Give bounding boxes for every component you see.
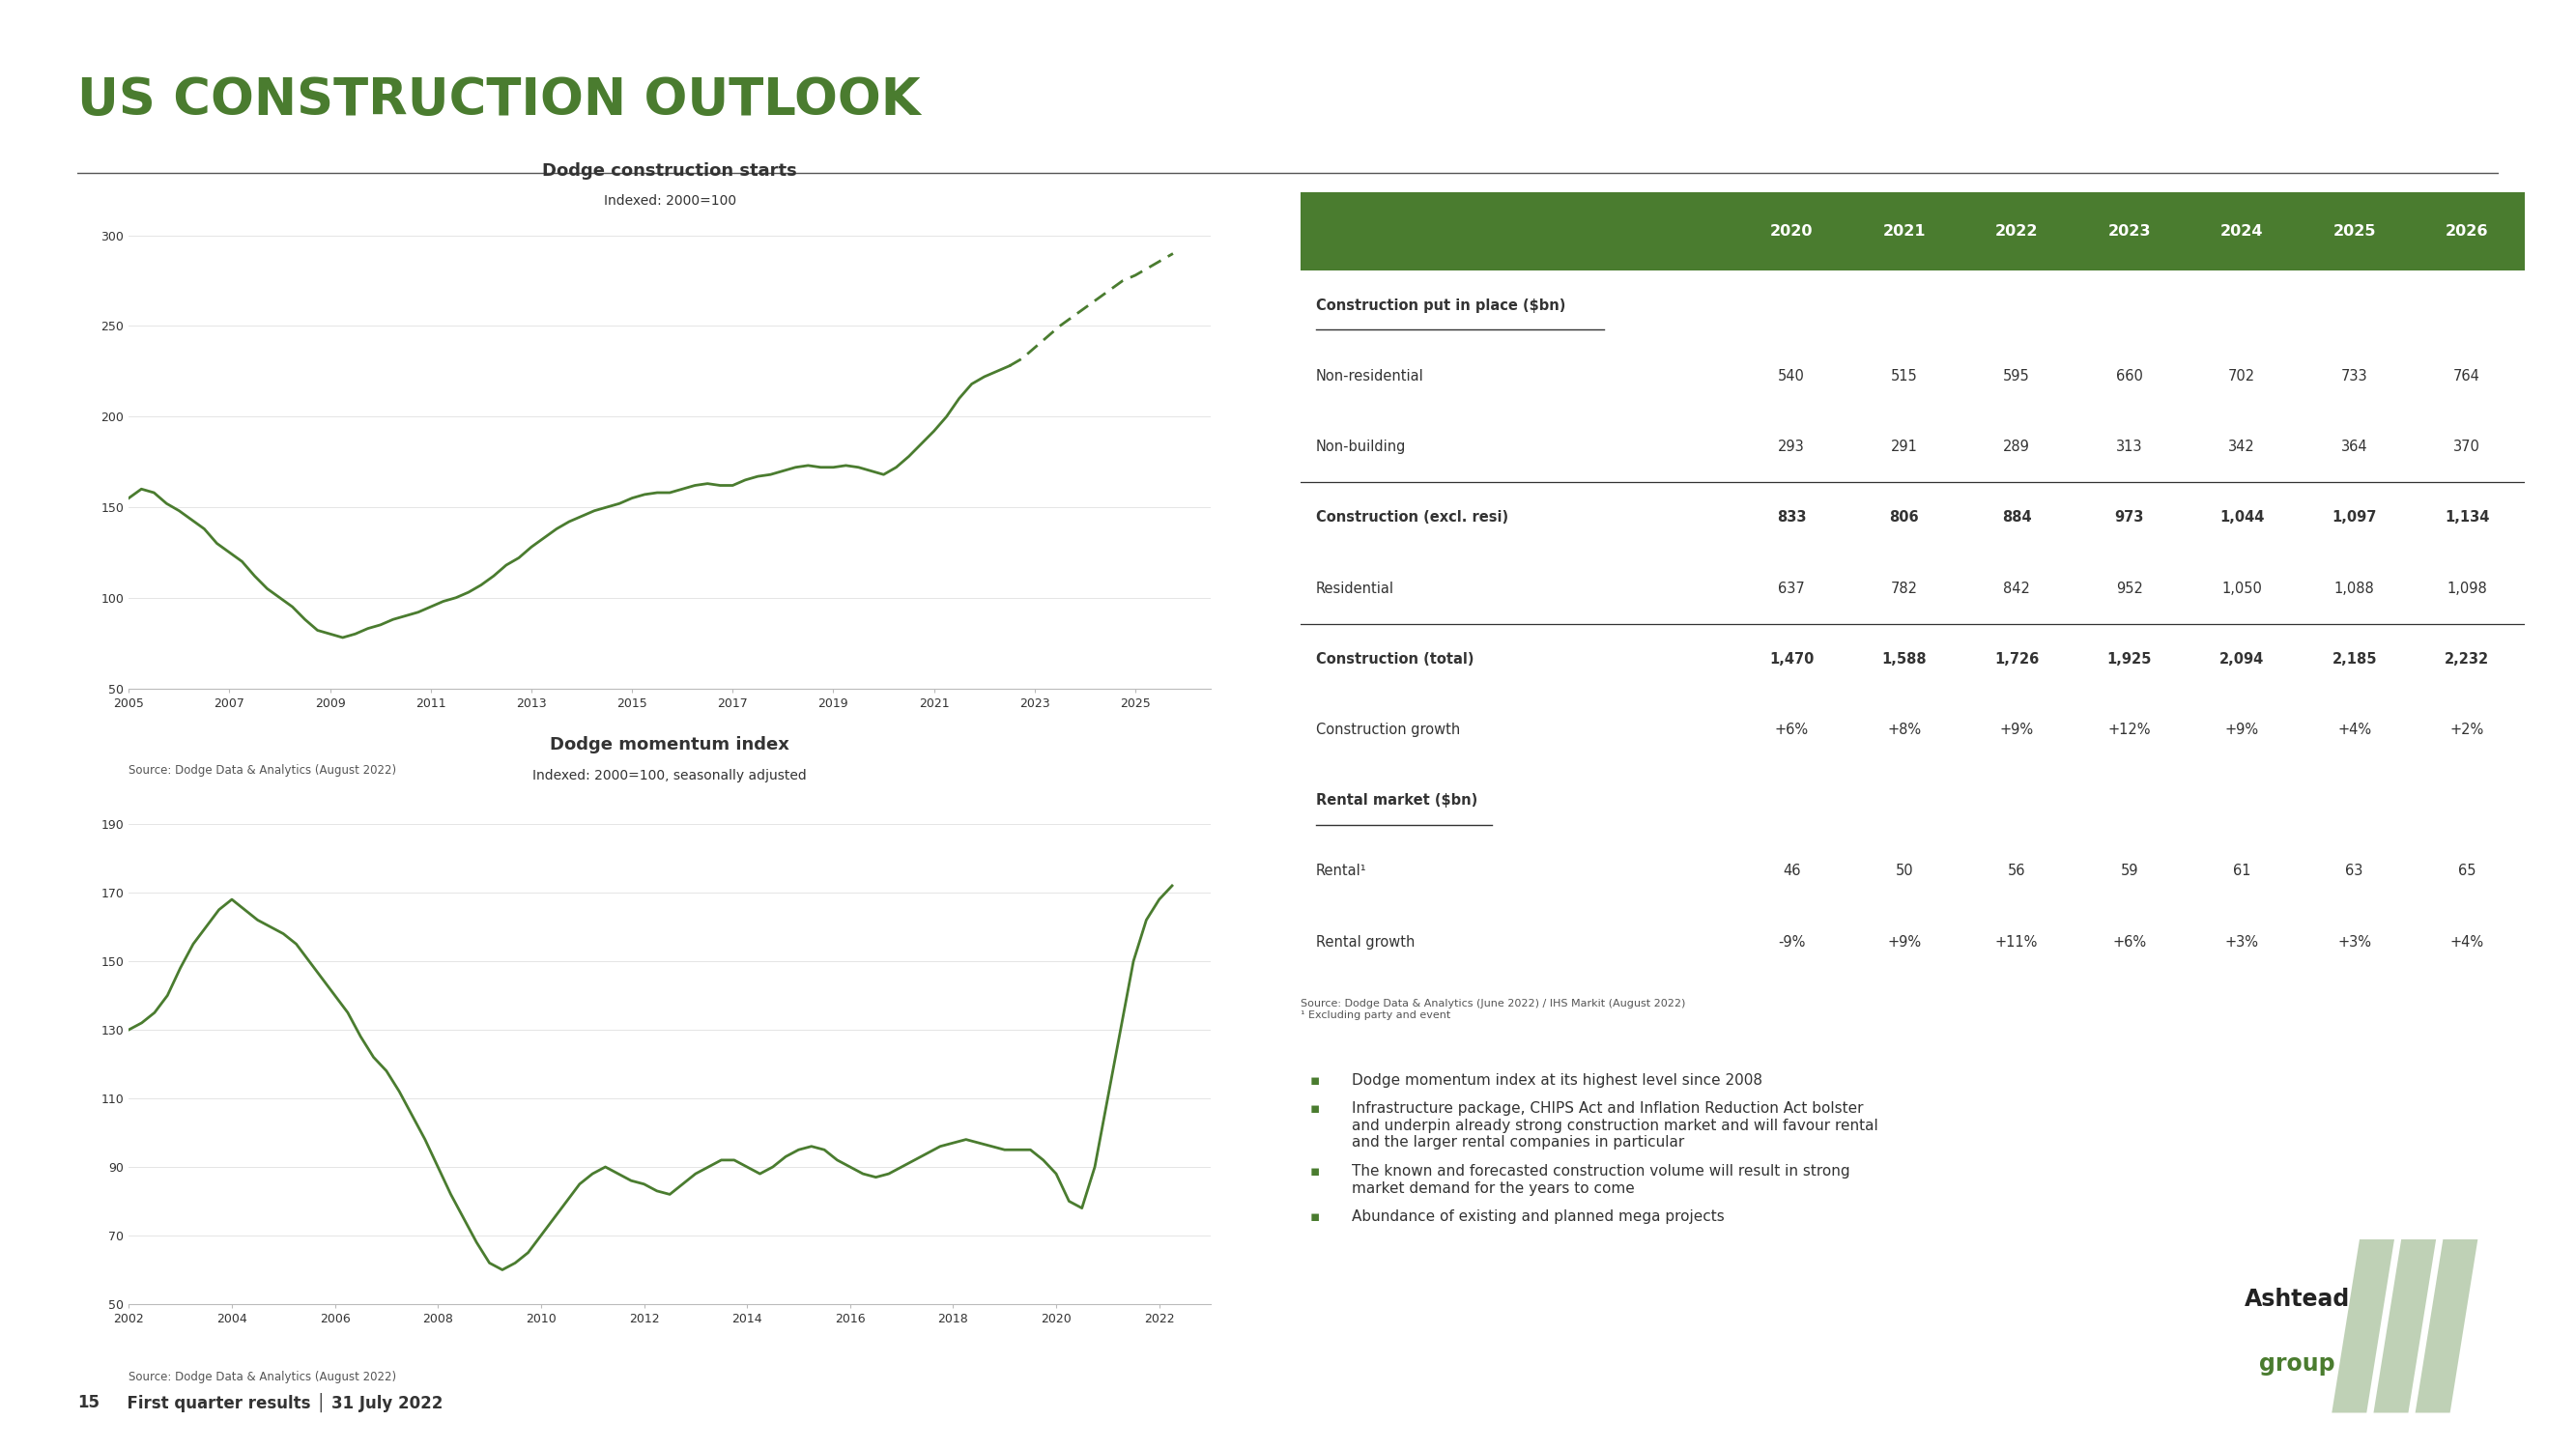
Text: 2025: 2025 — [2334, 225, 2375, 239]
Text: ▪: ▪ — [1309, 1074, 1319, 1088]
Text: 1,050: 1,050 — [2221, 581, 2262, 596]
Text: -9%: -9% — [1777, 935, 1806, 949]
Text: 2,094: 2,094 — [2221, 652, 2264, 667]
Text: 952: 952 — [2115, 581, 2143, 596]
Text: 63: 63 — [2347, 864, 2362, 878]
FancyBboxPatch shape — [1301, 193, 2524, 271]
Text: 364: 364 — [2342, 440, 2367, 455]
Text: Source: Dodge Data & Analytics (August 2022): Source: Dodge Data & Analytics (August 2… — [129, 1371, 397, 1384]
Text: Indexed: 2000=100, seasonally adjusted: Indexed: 2000=100, seasonally adjusted — [533, 768, 806, 782]
Text: 842: 842 — [2004, 581, 2030, 596]
Text: 2026: 2026 — [2445, 225, 2488, 239]
Text: 56: 56 — [2007, 864, 2025, 878]
Text: 1,588: 1,588 — [1880, 652, 1927, 667]
Text: 46: 46 — [1783, 864, 1801, 878]
Text: 61: 61 — [2233, 864, 2251, 878]
Text: 2020: 2020 — [1770, 225, 1814, 239]
Text: +4%: +4% — [2450, 935, 2483, 949]
Text: 833: 833 — [1777, 510, 1806, 525]
Text: group: group — [2259, 1352, 2334, 1375]
Text: +11%: +11% — [1996, 935, 2038, 949]
Polygon shape — [2416, 1239, 2478, 1413]
Text: Ashtead: Ashtead — [2244, 1288, 2349, 1311]
Text: 370: 370 — [2452, 440, 2481, 455]
Text: 65: 65 — [2458, 864, 2476, 878]
Text: 1,044: 1,044 — [2221, 510, 2264, 525]
Text: 313: 313 — [2115, 440, 2143, 455]
Text: US CONSTRUCTION OUTLOOK: US CONSTRUCTION OUTLOOK — [77, 75, 920, 125]
Text: 2022: 2022 — [1996, 225, 2038, 239]
Polygon shape — [2331, 1239, 2396, 1413]
Text: 2021: 2021 — [1883, 225, 1927, 239]
Text: 1,097: 1,097 — [2331, 510, 2378, 525]
Text: 50: 50 — [1896, 864, 1914, 878]
Polygon shape — [2372, 1239, 2437, 1413]
Text: Source: Dodge Data & Analytics (August 2022): Source: Dodge Data & Analytics (August 2… — [129, 764, 397, 777]
Text: +6%: +6% — [1775, 723, 1808, 738]
Text: +6%: +6% — [2112, 935, 2146, 949]
Text: 291: 291 — [1891, 440, 1917, 455]
Text: 2,185: 2,185 — [2331, 652, 2378, 667]
Text: Indexed: 2000=100: Indexed: 2000=100 — [603, 194, 737, 207]
Text: 1,134: 1,134 — [2445, 510, 2488, 525]
Text: Construction put in place ($bn): Construction put in place ($bn) — [1316, 298, 1566, 313]
Text: +3%: +3% — [2336, 935, 2372, 949]
Text: 595: 595 — [2004, 369, 2030, 384]
Text: 2024: 2024 — [2221, 225, 2264, 239]
Text: 973: 973 — [2115, 510, 2143, 525]
Text: Residential: Residential — [1316, 581, 1394, 596]
Text: ▪: ▪ — [1309, 1101, 1319, 1116]
Text: 293: 293 — [1777, 440, 1806, 455]
Text: 289: 289 — [2004, 440, 2030, 455]
Text: The known and forecasted construction volume will result in strong
market demand: The known and forecasted construction vo… — [1352, 1164, 1850, 1195]
Text: Dodge construction starts: Dodge construction starts — [544, 162, 796, 180]
Text: 1,470: 1,470 — [1770, 652, 1814, 667]
Text: 15: 15 — [77, 1394, 100, 1411]
Text: 59: 59 — [2120, 864, 2138, 878]
Text: 1,726: 1,726 — [1994, 652, 2040, 667]
Text: 1,925: 1,925 — [2107, 652, 2151, 667]
Text: 702: 702 — [2228, 369, 2257, 384]
Text: 2,232: 2,232 — [2445, 652, 2488, 667]
Text: 764: 764 — [2452, 369, 2481, 384]
Text: Abundance of existing and planned mega projects: Abundance of existing and planned mega p… — [1352, 1210, 1723, 1224]
Text: +8%: +8% — [1888, 723, 1922, 738]
Text: 660: 660 — [2115, 369, 2143, 384]
Text: 733: 733 — [2342, 369, 2367, 384]
Text: Rental market ($bn): Rental market ($bn) — [1316, 793, 1476, 807]
Text: 515: 515 — [1891, 369, 1917, 384]
Text: Rental¹: Rental¹ — [1316, 864, 1365, 878]
Text: ▪: ▪ — [1309, 1164, 1319, 1178]
Text: +2%: +2% — [2450, 723, 2483, 738]
Text: 1,098: 1,098 — [2447, 581, 2488, 596]
Text: 2023: 2023 — [2107, 225, 2151, 239]
Text: Source: Dodge Data & Analytics (June 2022) / IHS Markit (August 2022)
¹ Excludin: Source: Dodge Data & Analytics (June 202… — [1301, 998, 1685, 1020]
Text: Dodge momentum index: Dodge momentum index — [551, 736, 788, 753]
Text: Rental growth: Rental growth — [1316, 935, 1414, 949]
Text: Construction (excl. resi): Construction (excl. resi) — [1316, 510, 1507, 525]
Text: 342: 342 — [2228, 440, 2254, 455]
Text: Non-residential: Non-residential — [1316, 369, 1425, 384]
Text: ▪: ▪ — [1309, 1210, 1319, 1224]
Text: First quarter results │ 31 July 2022: First quarter results │ 31 July 2022 — [116, 1392, 443, 1413]
Text: +9%: +9% — [2226, 723, 2259, 738]
Text: Infrastructure package, CHIPS Act and Inflation Reduction Act bolster
and underp: Infrastructure package, CHIPS Act and In… — [1352, 1101, 1878, 1149]
Text: Construction (total): Construction (total) — [1316, 652, 1473, 667]
Text: Dodge momentum index at its highest level since 2008: Dodge momentum index at its highest leve… — [1352, 1074, 1762, 1088]
Text: 1,088: 1,088 — [2334, 581, 2375, 596]
Text: +3%: +3% — [2226, 935, 2259, 949]
Text: +9%: +9% — [1999, 723, 2032, 738]
Text: 540: 540 — [1777, 369, 1806, 384]
Text: Non-building: Non-building — [1316, 440, 1406, 455]
Text: +12%: +12% — [2107, 723, 2151, 738]
Text: 806: 806 — [1888, 510, 1919, 525]
Text: 884: 884 — [2002, 510, 2032, 525]
Text: +4%: +4% — [2336, 723, 2372, 738]
Text: Construction growth: Construction growth — [1316, 723, 1461, 738]
Text: +9%: +9% — [1888, 935, 1922, 949]
Text: 782: 782 — [1891, 581, 1917, 596]
Text: 637: 637 — [1777, 581, 1806, 596]
